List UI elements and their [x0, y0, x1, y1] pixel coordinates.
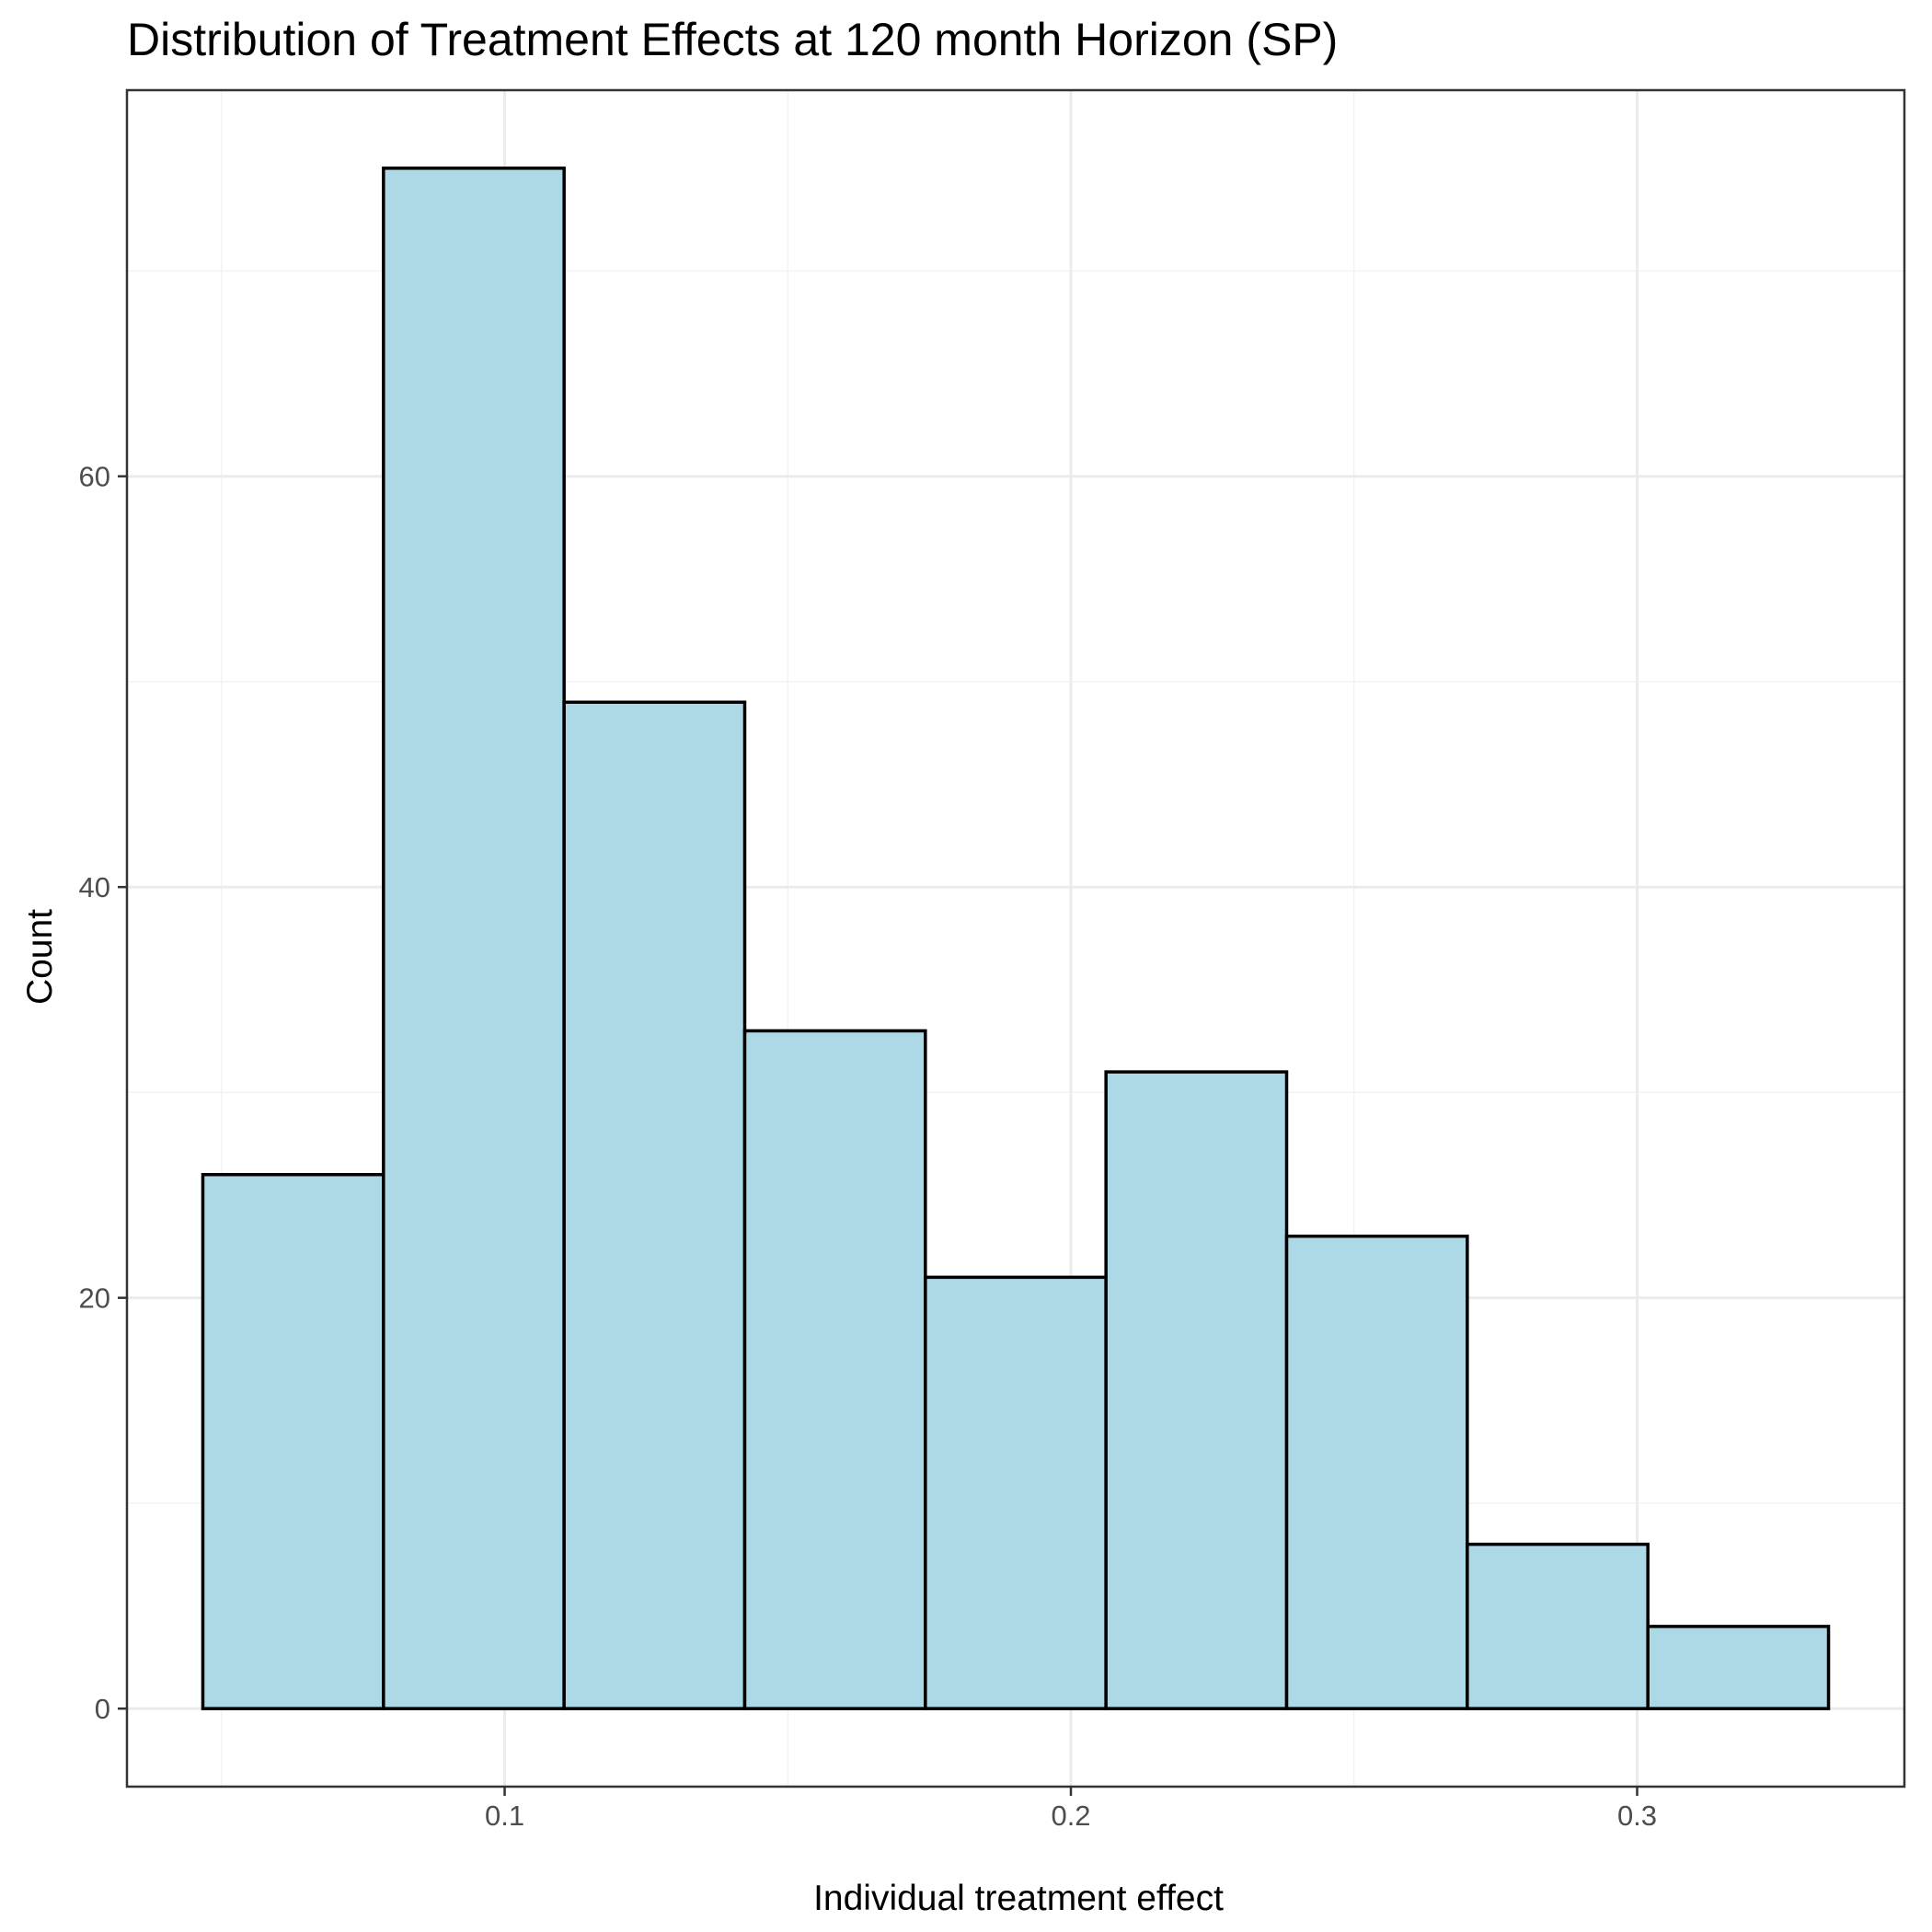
chart-title: Distribution of Treatment Effects at 120…: [127, 14, 1338, 65]
y-tick-label: 0: [95, 1693, 110, 1725]
histogram-bar: [1104, 1070, 1289, 1710]
x-axis-title: Individual treatment effect: [813, 1879, 1224, 1918]
histogram-bar: [1646, 1625, 1831, 1710]
histogram-bar: [562, 700, 747, 1710]
histogram-bar: [382, 167, 566, 1710]
y-tick-label: 20: [79, 1282, 110, 1315]
histogram-bars: [201, 167, 1831, 1710]
y-tick-label: 40: [79, 871, 110, 903]
histogram-bar: [1284, 1234, 1469, 1710]
x-tick-label: 0.3: [1617, 1800, 1657, 1832]
x-tick-label: 0.2: [1051, 1800, 1090, 1832]
tick-labels: 0.1 0.2 0.3 0 20 40 60: [79, 461, 1658, 1832]
x-tick-label: 0.1: [485, 1800, 524, 1832]
histogram-bar: [924, 1275, 1108, 1710]
y-axis-title: Count: [20, 909, 60, 1005]
panel-border: [125, 88, 1906, 1788]
axis-ticks: [118, 475, 1639, 1796]
histogram-bar: [201, 1172, 385, 1710]
histogram-bar: [742, 1029, 927, 1710]
y-tick-label: 60: [79, 461, 110, 493]
histogram-bar: [1466, 1542, 1650, 1710]
